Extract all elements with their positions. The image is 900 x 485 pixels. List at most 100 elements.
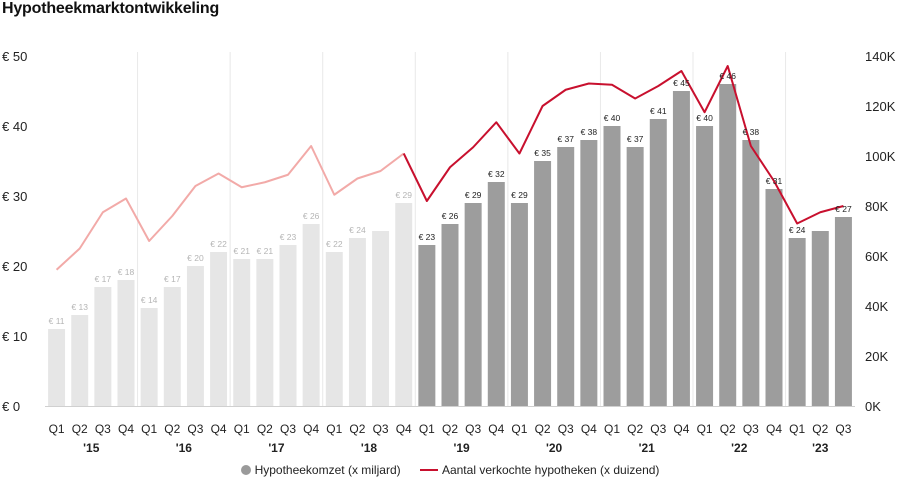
bar [672, 91, 690, 406]
bar-data-label: € 45 [673, 78, 690, 88]
x-quarter-label: Q2 [812, 422, 828, 436]
x-quarter-label: Q4 [673, 422, 689, 436]
x-quarter-label: Q2 [72, 422, 88, 436]
bar [580, 140, 598, 406]
bar-data-label: € 13 [71, 302, 88, 312]
bar [742, 140, 760, 406]
x-year-label: '22 [731, 441, 748, 455]
bar-data-label: € 26 [303, 211, 320, 221]
x-quarter-label: Q3 [465, 422, 481, 436]
combo-chart: € 11 € 13 € 17 € 18 € 14 € 17 € 20 € 22 € 21 € 21… [2, 49, 896, 455]
legend: Hypotheekomzet (x miljard) Aantal verkoc… [0, 462, 900, 477]
bar-data-label: € 38 [581, 127, 598, 137]
bar [603, 126, 621, 406]
x-quarter-label: Q2 [627, 422, 643, 436]
legend-line-swatch [419, 468, 438, 471]
y-left-tick-label: € 0 [2, 399, 20, 414]
bar-data-label: € 21 [233, 246, 250, 256]
x-quarter-label: Q3 [743, 422, 759, 436]
bar [626, 147, 644, 406]
bar-data-label: € 24 [789, 225, 806, 235]
legend-item-bars: Hypotheekomzet (x miljard) [240, 462, 401, 477]
chart-title: Hypotheekmarktontwikkeling [2, 0, 220, 17]
x-quarter-label: Q1 [789, 422, 805, 436]
bar-data-label: € 20 [187, 253, 204, 263]
y-right-tick-label: 60K [865, 249, 888, 264]
bar-data-label: € 17 [164, 274, 181, 284]
x-quarter-label: Q4 [211, 422, 227, 436]
bar [71, 315, 89, 406]
x-quarter-label: Q2 [164, 422, 180, 436]
bar [233, 259, 251, 406]
bar-data-label: € 23 [419, 232, 436, 242]
bar [210, 252, 228, 406]
y-right-tick-label: 20K [865, 349, 888, 364]
bar [557, 147, 575, 406]
series-line-historic [55, 145, 405, 271]
bar-data-label: € 22 [326, 239, 343, 249]
x-quarter-label: Q4 [766, 422, 782, 436]
bar-data-label: € 37 [557, 134, 574, 144]
bar [834, 217, 852, 406]
bar [441, 224, 459, 406]
x-quarter-label: Q1 [511, 422, 527, 436]
x-quarter-label: Q3 [373, 422, 389, 436]
bar-data-label: € 40 [696, 113, 713, 123]
bar-data-label: € 41 [650, 106, 667, 116]
bar-data-label: € 26 [442, 211, 459, 221]
bar [510, 203, 528, 406]
legend-bar-label: Hypotheekomzet (x miljard) [254, 462, 401, 477]
x-quarter-label: Q1 [419, 422, 435, 436]
x-quarter-label: Q2 [535, 422, 551, 436]
bar-data-label: € 38 [743, 127, 760, 137]
series-line-recent [402, 65, 844, 225]
x-quarter-label: Q4 [488, 422, 504, 436]
legend-bar-swatch [240, 464, 251, 475]
y-right-tick-label: 40K [865, 299, 888, 314]
y-left-tick-label: € 20 [2, 259, 27, 274]
x-year-label: '19 [453, 441, 470, 455]
x-year-label: '15 [83, 441, 100, 455]
x-quarter-label: Q2 [349, 422, 365, 436]
bar-data-label: € 37 [627, 134, 644, 144]
bar [117, 280, 135, 406]
y-right-tick-label: 120K [865, 99, 896, 114]
bar-data-label: € 11 [49, 316, 65, 326]
bar [256, 259, 274, 406]
bar-data-label: € 31 [766, 176, 783, 186]
bar-data-label: € 32 [488, 169, 505, 179]
bar-data-label: € 21 [257, 246, 274, 256]
x-quarter-label: Q1 [326, 422, 342, 436]
bar [279, 245, 297, 406]
y-left-tick-label: € 50 [2, 49, 27, 64]
x-quarter-label: Q3 [95, 422, 111, 436]
x-year-label: '23 [812, 441, 829, 455]
bar-data-label: € 29 [511, 190, 528, 200]
x-quarter-label: Q1 [604, 422, 620, 436]
x-quarter-label: Q2 [257, 422, 273, 436]
bar-data-label: € 35 [534, 148, 551, 158]
x-quarter-label: Q2 [720, 422, 736, 436]
x-year-label: '16 [176, 441, 193, 455]
bar-data-label: € 24 [349, 225, 366, 235]
bar [696, 126, 714, 406]
x-quarter-label: Q3 [280, 422, 296, 436]
bar [94, 287, 112, 406]
x-year-label: '21 [639, 441, 656, 455]
bar-data-label: € 46 [719, 71, 736, 81]
bar-data-label: € 27 [835, 204, 852, 214]
y-left-tick-label: € 30 [2, 189, 27, 204]
x-quarter-label: Q1 [697, 422, 713, 436]
x-quarter-label: Q2 [442, 422, 458, 436]
bar-data-label: € 40 [604, 113, 621, 123]
bar-data-label: € 22 [210, 239, 227, 249]
x-quarter-label: Q4 [303, 422, 319, 436]
bar [302, 224, 320, 406]
x-year-label: '18 [361, 441, 378, 455]
legend-item-line: Aantal verkochte hypotheken (x duizend) [419, 463, 659, 477]
bar [649, 119, 667, 406]
x-quarter-label: Q4 [396, 422, 412, 436]
bar [811, 231, 829, 406]
y-left-tick-label: € 10 [2, 329, 27, 344]
